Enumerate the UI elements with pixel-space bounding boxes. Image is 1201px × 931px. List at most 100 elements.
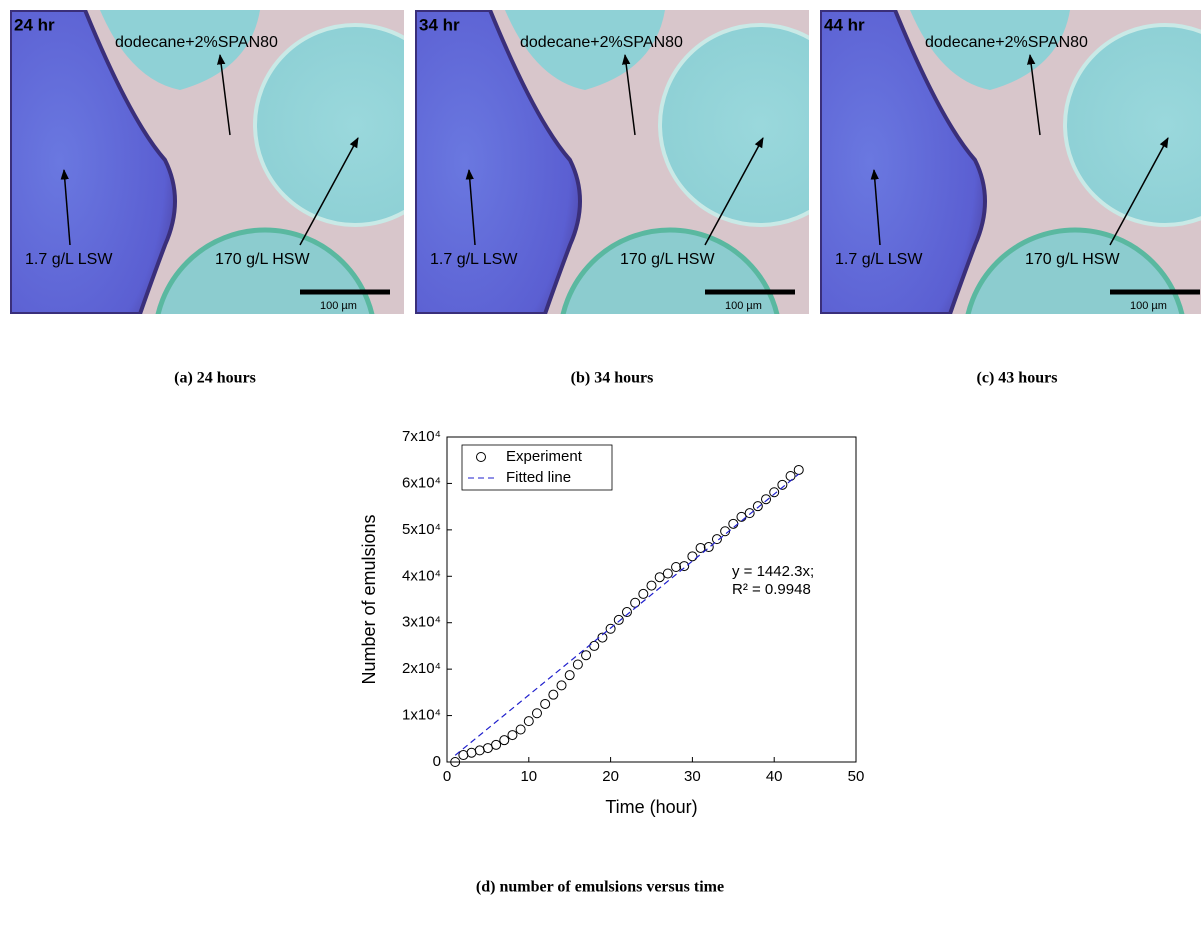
data-point [703,542,714,553]
annotation: R² = 0.9948 [732,581,811,598]
micrograph: 34 hr dodecane+2%SPAN80 1.7 g/L LSW 170 g/L… [415,10,809,314]
y-axis-label: Number of emulsions [359,514,379,684]
legend-marker [476,452,486,462]
data-point [507,730,518,741]
annotation: y = 1442.3x; [732,563,814,580]
lsw-label: 1.7 g/L LSW [835,251,923,268]
data-point [695,542,706,553]
caption: (d) number of emulsions versus time [476,879,724,896]
time-label: 34 hr [419,15,460,34]
fitted-line [454,473,800,756]
data-point [515,724,526,735]
data-point [466,747,477,758]
arrow [299,137,359,246]
plot-frame [446,436,857,763]
y-tick-label: 5x10⁴ [402,521,441,538]
oil-label: dodecane+2%SPAN80 [520,34,683,51]
data-point [671,562,682,572]
hsw-droplet [253,23,404,227]
caption: (a) 24 hours [174,370,256,387]
y-tick-label: 4x10⁴ [402,567,441,584]
x-tick-label: 30 [684,768,701,785]
scale-label: 100 µm [1130,300,1167,312]
data-point [654,572,665,583]
top-droplet [910,10,1070,90]
x-axis-label: Time (hour) [605,797,697,817]
legend-label: Fitted line [506,469,571,486]
scale-label: 100 µm [725,300,762,312]
data-point [540,698,551,709]
x-tick-label: 50 [848,768,865,785]
data-point [556,680,567,691]
arrow [465,168,476,246]
arrow [870,168,881,246]
data-point [630,597,641,608]
caption: (c) 43 hours [977,370,1058,387]
data-point [777,479,788,490]
time-label: 24 hr [14,15,55,34]
y-tick-label: 7x10⁴ [402,428,441,445]
oil-label: dodecane+2%SPAN80 [115,34,278,51]
data-point [736,511,747,522]
top-droplet [505,10,665,90]
data-point [597,632,608,643]
time-label: 44 hr [824,15,865,34]
data-point [531,708,542,719]
arrow [217,53,231,136]
data-point [564,670,575,681]
hsw-label: 170 g/L HSW [1025,251,1120,268]
data-point [621,607,632,618]
data-point [548,689,559,700]
hsw-label: 170 g/L HSW [215,251,310,268]
data-point [769,487,780,498]
data-point [474,745,485,756]
data-point [679,561,690,572]
x-tick-label: 40 [766,768,783,785]
data-point [523,716,534,727]
data-point [638,588,649,599]
data-point [785,471,796,481]
caption: (b) 34 hours [571,370,654,387]
arrow [60,168,71,246]
y-tick-label: 3x10⁴ [402,614,441,631]
lsw-region [415,10,582,314]
scale-label: 100 µm [320,300,357,312]
top-droplet [100,10,260,90]
hsw-droplet [1063,23,1201,227]
lsw-label: 1.7 g/L LSW [25,251,113,268]
x-tick-label: 0 [443,768,451,785]
y-tick-label: 2x10⁴ [402,660,441,677]
y-tick-label: 0 [433,753,441,770]
y-tick-label: 6x10⁴ [402,474,441,491]
data-point [662,568,673,579]
data-point [711,534,722,545]
data-point [482,743,493,754]
micrograph: 24 hr dodecane+2%SPAN80 1.7 g/L LSW 170 g/L… [10,10,404,314]
data-point [687,551,698,562]
hsw-droplet [658,23,809,227]
data-point [450,757,461,767]
arrow [1109,137,1169,246]
data-point [491,739,502,750]
y-tick-label: 1x10⁴ [402,707,441,724]
legend-box [461,444,613,491]
x-tick-label: 20 [602,768,619,785]
micrograph: 44 hr dodecane+2%SPAN80 1.7 g/L LSW 170 g/L… [820,10,1201,314]
oil-label: dodecane+2%SPAN80 [925,34,1088,51]
lsw-region [820,10,987,314]
data-point [646,580,657,591]
data-point [572,659,583,670]
arrow [622,53,636,136]
data-point [605,623,616,634]
data-point [613,614,624,625]
data-point [761,494,772,505]
data-point [793,464,804,475]
data-point [589,640,600,651]
data-point [728,518,739,529]
lsw-label: 1.7 g/L LSW [430,251,518,268]
x-tick-label: 10 [520,768,537,785]
lsw-region [10,10,177,314]
data-point [581,650,592,661]
